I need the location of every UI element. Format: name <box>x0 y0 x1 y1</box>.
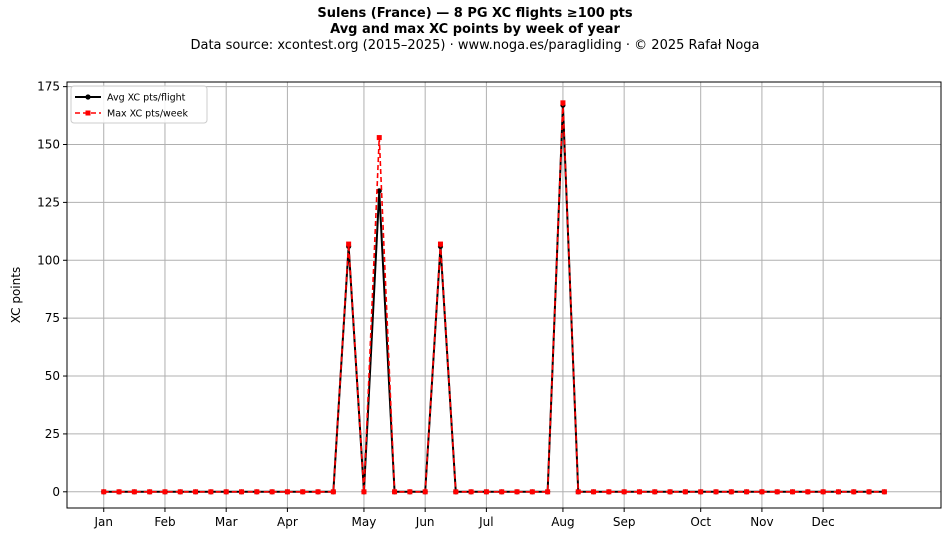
series-line-2 <box>103 102 885 493</box>
data-point <box>545 489 551 495</box>
chart-source-line: Data source: xcontest.org (2015–2025) · … <box>190 38 760 53</box>
y-tick-label: 75 <box>45 311 60 325</box>
data-point <box>682 489 688 495</box>
data-point <box>652 489 658 495</box>
data-point <box>560 100 566 106</box>
x-tick-label: Mar <box>215 515 238 529</box>
data-point <box>514 489 520 495</box>
data-point <box>468 489 474 495</box>
data-point <box>376 135 382 141</box>
data-point <box>346 241 352 247</box>
data-point <box>591 489 597 495</box>
x-tick-label: Jun <box>415 515 435 529</box>
plot-frame <box>66 81 942 509</box>
data-point <box>193 489 199 495</box>
data-point <box>851 489 857 495</box>
y-tick-label: 175 <box>37 80 60 94</box>
data-point <box>361 489 367 495</box>
legend: Avg XC pts/flight Max XC pts/week <box>70 85 208 124</box>
data-point <box>529 489 535 495</box>
data-point <box>667 489 673 495</box>
data-point <box>116 489 122 495</box>
data-point <box>238 489 244 495</box>
data-point <box>881 489 887 495</box>
data-point <box>284 489 290 495</box>
legend-swatch-marker <box>85 94 91 100</box>
grid <box>67 82 941 508</box>
y-tick-label: 150 <box>37 138 60 152</box>
data-point <box>499 489 505 495</box>
legend-label: Max XC pts/week <box>107 109 188 120</box>
x-tick-label: Feb <box>154 515 175 529</box>
data-point <box>453 489 459 495</box>
x-tick-label: Aug <box>551 515 574 529</box>
data-point <box>131 489 137 495</box>
data-point <box>147 489 153 495</box>
chart-title: Sulens (France) — 8 PG XC flights ≥100 p… <box>317 6 633 21</box>
series-layer <box>101 100 887 495</box>
x-tick-label: Nov <box>750 515 773 529</box>
x-tick-label: Apr <box>277 515 298 529</box>
data-point <box>606 489 612 495</box>
x-tick-label: Jan <box>93 515 113 529</box>
data-point <box>728 489 734 495</box>
data-point <box>315 489 321 495</box>
y-tick-label: 100 <box>37 253 60 267</box>
x-tick-label: Oct <box>690 515 711 529</box>
data-point <box>575 489 581 495</box>
data-point <box>422 489 428 495</box>
data-point <box>269 489 275 495</box>
data-point <box>177 489 183 495</box>
data-point <box>790 489 796 495</box>
data-point <box>407 489 413 495</box>
chart-title-block: Sulens (France) — 8 PG XC flights ≥100 p… <box>0 6 950 54</box>
legend-swatch-marker <box>85 110 91 116</box>
data-point <box>437 241 443 247</box>
data-point <box>162 489 168 495</box>
x-tick-label: Dec <box>812 515 835 529</box>
data-point <box>621 489 627 495</box>
data-point <box>759 489 765 495</box>
y-axis-label: XC points <box>9 267 23 323</box>
legend-box <box>70 85 208 124</box>
x-tick-label: May <box>352 515 377 529</box>
data-point <box>698 489 704 495</box>
x-tick-label: Sep <box>613 515 636 529</box>
y-tick-label: 0 <box>52 485 60 499</box>
axis-ticks: 0 25 50 75 100 125 150 175 Jan Feb Mar Apr May Jun Jul… <box>37 80 835 529</box>
data-point <box>820 489 826 495</box>
chart-subtitle: Avg and max XC points by week of year <box>330 22 620 37</box>
y-tick-label: 25 <box>45 427 60 441</box>
y-tick-label: 50 <box>45 369 60 383</box>
data-point <box>208 489 214 495</box>
data-point <box>636 489 642 495</box>
y-tick-label: 125 <box>37 195 60 209</box>
data-point <box>101 489 107 495</box>
data-point <box>835 489 841 495</box>
data-point <box>254 489 260 495</box>
data-point <box>713 489 719 495</box>
legend-label: Avg XC pts/flight <box>107 93 186 104</box>
data-point <box>376 188 382 194</box>
data-point <box>866 489 872 495</box>
data-point <box>744 489 750 495</box>
data-point <box>300 489 306 495</box>
x-tick-label: Jul <box>478 515 493 529</box>
data-point <box>223 489 229 495</box>
data-point <box>805 489 811 495</box>
data-point <box>330 489 336 495</box>
data-point <box>774 489 780 495</box>
data-point <box>392 489 398 495</box>
data-point <box>483 489 489 495</box>
